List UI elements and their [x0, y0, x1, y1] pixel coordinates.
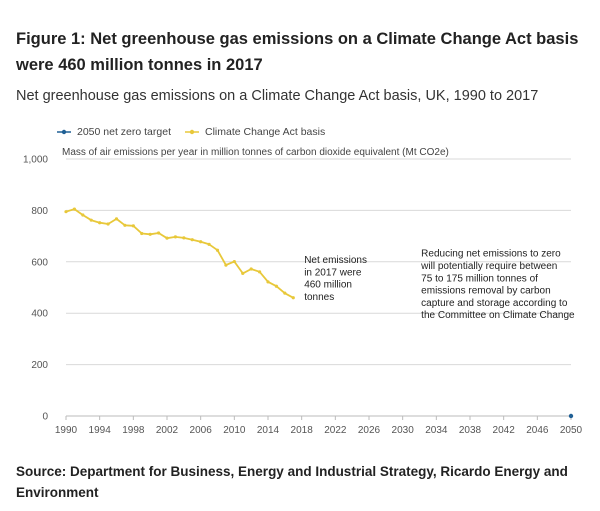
data-point-emissions	[291, 296, 295, 300]
data-point-emissions	[190, 238, 194, 242]
data-point-emissions	[81, 213, 85, 217]
annotation-line: Net emissions	[304, 255, 367, 266]
series	[64, 207, 574, 419]
annotations: Net emissions in 2017 were 460 million tonn…	[304, 249, 575, 322]
x-tick-label: 2046	[526, 425, 549, 436]
series-line-emissions	[65, 208, 294, 299]
annotation-2: Reducing net emissions to zero will poten…	[420, 249, 575, 322]
data-point-emissions	[266, 280, 270, 284]
data-point-emissions	[148, 232, 152, 236]
y-axis: 0 200 400 600 800 1,000	[23, 155, 48, 423]
annotation-1: Net emissions in 2017 were 460 million tonn…	[304, 255, 367, 303]
data-point-emissions	[89, 218, 93, 222]
data-point-target	[568, 413, 574, 419]
chart-subtitle: Net greenhouse gas emissions on a Climat…	[16, 88, 539, 104]
y-tick-label: 0	[42, 412, 48, 423]
x-tick-label: 2010	[223, 425, 246, 436]
data-point-emissions	[249, 267, 253, 271]
x-tick-label: 2014	[257, 425, 280, 436]
x-tick-label: 1994	[89, 425, 112, 436]
data-point-emissions	[215, 248, 220, 252]
legend-target-swatch-icon	[57, 129, 71, 135]
data-point-emissions	[173, 235, 178, 239]
x-tick-label: 1990	[55, 425, 78, 436]
data-point-emissions	[72, 207, 77, 211]
x-tick-label: 2030	[392, 425, 415, 436]
x-tick-label: 2038	[459, 425, 482, 436]
data-point-emissions	[207, 242, 211, 246]
annotation-line: 460 million	[304, 280, 352, 291]
x-tick-label: 2018	[291, 425, 314, 436]
x-tick-label: 2026	[358, 425, 381, 436]
legend-emissions-swatch-icon	[184, 129, 199, 135]
x-tick-label: 2006	[190, 425, 213, 436]
y-tick-label: 600	[31, 257, 48, 268]
data-point-emissions	[64, 210, 68, 214]
data-point-emissions	[140, 231, 144, 236]
y-tick-label: 1,000	[23, 155, 48, 166]
annotation-line: in 2017 were	[304, 267, 362, 278]
data-point-emissions	[232, 259, 236, 264]
legend-item-target[interactable]: 2050 net zero target	[57, 126, 171, 138]
y-tick-label: 400	[31, 309, 48, 320]
annotation-line: emissions removal by carbon	[421, 286, 551, 297]
data-point-emissions	[274, 284, 279, 288]
data-point-emissions	[224, 263, 228, 267]
legend-label-target: 2050 net zero target	[77, 126, 171, 138]
x-axis: 1990 1994 1998 2002 2006 2010 2014 2018 2022 2026…	[55, 416, 583, 436]
data-point-emissions	[241, 271, 245, 275]
legend-label-emissions: Climate Change Act basis	[204, 126, 326, 138]
x-tick-label: 2002	[156, 425, 179, 436]
annotation-line: Reducing net emissions to zero	[421, 249, 561, 260]
data-point-emissions	[98, 221, 102, 225]
data-point-emissions	[106, 222, 110, 226]
annotation-line: will potentially require between	[420, 261, 557, 272]
annotation-line: capture and storage according to	[421, 298, 568, 309]
legend-item-emissions[interactable]: Climate Change Act basis	[184, 126, 326, 138]
x-tick-label: 1998	[122, 425, 145, 436]
data-point-emissions	[199, 240, 203, 244]
x-tick-label: 2022	[324, 425, 347, 436]
y-tick-label: 200	[31, 360, 48, 371]
gridlines	[66, 158, 571, 417]
y-tick-label: 800	[31, 206, 48, 217]
data-point-emissions	[114, 217, 119, 221]
x-tick-label: 2034	[425, 425, 448, 436]
line-chart: Mass of air emissions per year in millio…	[23, 147, 583, 436]
data-point-emissions	[131, 224, 135, 228]
source-note: Source: Department for Business, Energy …	[16, 464, 568, 500]
y-axis-title: Mass of air emissions per year in millio…	[62, 147, 449, 158]
legend: 2050 net zero target Climate Change Act …	[57, 124, 339, 140]
x-tick-label: 2042	[493, 425, 516, 436]
data-point-emissions	[156, 231, 161, 235]
data-point-emissions	[123, 223, 127, 227]
data-point-emissions	[257, 270, 262, 274]
annotation-line: the Committee on Climate Change	[421, 310, 575, 321]
data-point-emissions	[165, 236, 169, 240]
annotation-line: tonnes	[304, 292, 334, 303]
chart-title: Figure 1: Net greenhouse gas emissions o…	[16, 30, 579, 74]
data-point-emissions	[283, 291, 287, 295]
annotation-line: 75 to 175 million tonnes of	[421, 273, 538, 284]
data-point-emissions	[182, 236, 186, 240]
x-tick-label: 2050	[560, 425, 583, 436]
